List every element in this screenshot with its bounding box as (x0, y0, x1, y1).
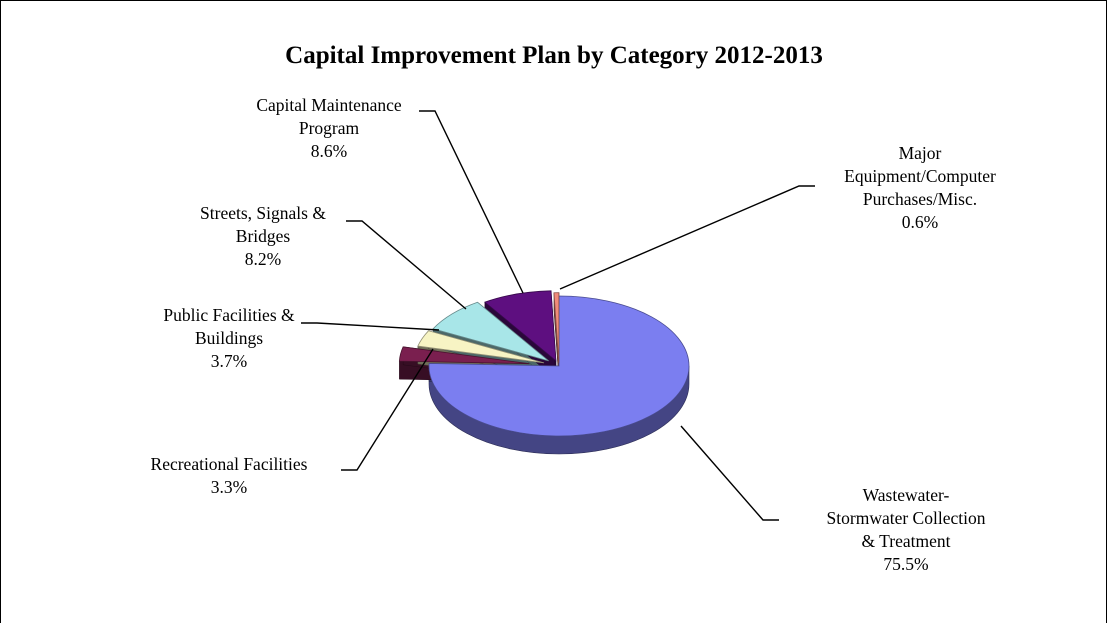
slice-category-label: Capital Maintenance (256, 95, 402, 115)
slice-category-label: Major (899, 143, 942, 163)
pie-slice (553, 292, 560, 363)
leader-lines (301, 110, 815, 521)
slice-category-label: Equipment/Computer (844, 166, 996, 186)
slice-value-label: 3.7% (211, 351, 247, 371)
leader-line (419, 110, 524, 294)
slice-category-label: Program (299, 118, 360, 138)
pie-slice (432, 301, 549, 362)
leader-line (346, 220, 467, 310)
slice-value-label: 75.5% (883, 554, 928, 574)
slice-category-label: Public Facilities & (163, 305, 295, 325)
slice-category-label: Recreational Facilities (151, 454, 308, 474)
pie-slice (484, 290, 557, 362)
leader-line (301, 322, 440, 331)
slice-category-label: Bridges (236, 226, 291, 246)
leader-line (680, 425, 779, 521)
slice-category-label: Buildings (195, 328, 263, 348)
leader-line (341, 348, 434, 471)
slice-value-label: 8.6% (311, 141, 347, 161)
slice-value-label: 8.2% (245, 249, 281, 269)
leader-line (559, 185, 815, 290)
slice-category-label: Wastewater- (863, 485, 950, 505)
pie-slice (417, 330, 545, 364)
slice-category-label: Purchases/Misc. (863, 189, 977, 209)
slice-value-label: 3.3% (211, 477, 247, 497)
slice-category-label: Stormwater Collection (827, 508, 986, 528)
slice-category-label: & Treatment (862, 531, 951, 551)
chart-title: Capital Improvement Plan by Category 201… (285, 42, 823, 69)
slice-labels: Wastewater- Stormwater Collection & Treatm… (151, 95, 996, 574)
pie-slice (428, 295, 690, 437)
pie-slices (398, 290, 690, 455)
slice-value-label: 0.6% (902, 212, 938, 232)
slice-category-label: Streets, Signals & (200, 203, 326, 223)
